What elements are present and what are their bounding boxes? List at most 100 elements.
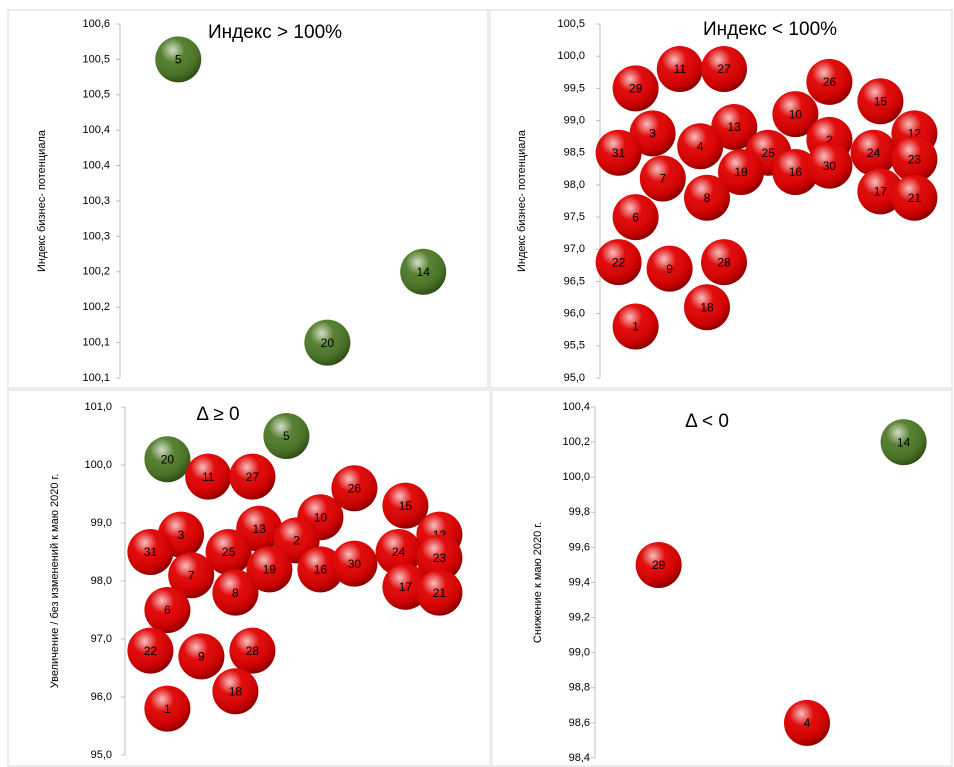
y-tick-label: 100,1 (82, 337, 110, 349)
bubble-label: 16 (314, 563, 328, 577)
bubble-shine (635, 541, 682, 588)
y-tick-label: 100,3 (82, 230, 110, 242)
bubble-shine (416, 569, 463, 616)
y-axis-title: Индекс бизнес- потенциала (36, 129, 48, 272)
bubble-label: 18 (700, 300, 714, 314)
bubble-shine (144, 685, 191, 732)
y-tick-label: 100,5 (82, 53, 110, 65)
bubble-shine (772, 91, 819, 138)
bubble-shine (331, 540, 378, 587)
bubble-label: 2 (293, 534, 300, 548)
bubble-label: 11 (202, 470, 215, 484)
bubble-label: 15 (399, 499, 413, 513)
y-tick-label: 98,4 (569, 752, 590, 764)
bubble-label: 14 (417, 265, 431, 279)
bubble-shine (127, 529, 174, 575)
bubble-label: 4 (697, 139, 704, 153)
y-tick-label: 100,3 (82, 195, 110, 207)
y-tick-label: 101,0 (84, 401, 112, 413)
y-tick-label: 100,2 (562, 436, 590, 448)
bubble-shine (677, 123, 724, 170)
bubble-label: 8 (704, 191, 711, 205)
bubble-shine (331, 465, 378, 512)
bubble-label: 14 (897, 435, 911, 449)
bubble-shine (416, 534, 463, 581)
bubble-shine (880, 419, 927, 466)
y-tick-label: 98,6 (569, 717, 590, 729)
y-tick-label: 99,0 (564, 114, 585, 126)
y-tick-label: 100,4 (82, 124, 110, 136)
bubble-label: 18 (229, 684, 243, 698)
bubble-shine (857, 168, 904, 215)
bubble-label: 7 (188, 568, 195, 582)
bubble-label: 3 (178, 528, 185, 542)
bubble-label: 9 (198, 650, 205, 664)
bubble-label: 11 (674, 62, 687, 76)
bubble-label: 5 (283, 429, 290, 443)
bubble-shine (701, 239, 747, 286)
y-tick-label: 96,5 (564, 275, 585, 287)
bubble-shine (127, 627, 174, 674)
bubble-shine (891, 174, 938, 221)
bubble-label: 28 (246, 644, 260, 658)
panel-border (489, 9, 953, 389)
bubble-label: 26 (348, 481, 362, 495)
bubble-label: 22 (144, 644, 158, 658)
bubble-shine (212, 668, 259, 715)
chart-title: Индекс < 100% (703, 19, 837, 40)
bubble-shine (144, 587, 191, 633)
bubble-label: 21 (908, 191, 922, 205)
bubble-label: 20 (321, 336, 335, 350)
y-tick-label: 99,0 (91, 517, 112, 529)
bubble-shine (612, 65, 659, 112)
y-tick-label: 100,5 (82, 89, 110, 101)
bubble-label: 7 (659, 172, 666, 186)
bubble-label: 26 (823, 75, 837, 89)
bubble-label: 30 (823, 159, 837, 173)
bubble-shine (375, 529, 422, 575)
bubble-shine (178, 633, 225, 680)
bubble-shine (304, 319, 351, 366)
panel-border (7, 389, 491, 767)
bubble-label: 31 (612, 146, 626, 160)
bubble-shine (684, 284, 730, 331)
bubble-shine (229, 627, 276, 674)
bubble-label: 13 (253, 522, 267, 536)
bubble-label: 16 (789, 165, 803, 179)
bubble-label: 27 (246, 470, 260, 484)
bubble-label: 6 (632, 210, 639, 224)
bubble-shine (263, 413, 310, 459)
bubble-label: 13 (728, 120, 742, 134)
y-tick-label: 98,5 (564, 147, 585, 159)
y-tick-label: 98,0 (564, 179, 585, 191)
bubble-label: 25 (222, 545, 236, 559)
y-axis-title: Увеличение / без изменений к маю 2020 г. (49, 474, 61, 689)
bubble-shine (168, 552, 215, 599)
y-tick-label: 95,0 (91, 749, 112, 761)
bubble-label: 31 (144, 545, 158, 559)
bubble-label: 28 (717, 255, 731, 269)
bubble-label: 20 (161, 452, 175, 466)
bubble-label: 24 (392, 545, 406, 559)
bubble-shine (656, 46, 703, 93)
bubble-shine (784, 699, 830, 746)
bubble-shine (850, 129, 897, 176)
y-tick-label: 96,0 (91, 691, 112, 703)
y-tick-label: 100,4 (562, 401, 590, 413)
bubble-shine (646, 245, 693, 292)
y-tick-label: 99,5 (564, 82, 585, 94)
bubble-shine (711, 103, 758, 150)
bubble-label: 19 (263, 563, 277, 577)
bubble-label: 29 (652, 558, 666, 572)
bubble-shine (772, 149, 819, 196)
bubble-label: 27 (717, 62, 731, 76)
y-tick-label: 100,2 (82, 266, 110, 278)
y-tick-label: 98,0 (91, 575, 112, 587)
y-tick-label: 97,0 (91, 633, 112, 645)
bubble-label: 23 (433, 551, 447, 565)
y-tick-label: 95,5 (564, 340, 585, 352)
chart-title: Δ < 0 (685, 411, 729, 432)
bubble-shine (639, 155, 686, 202)
panel-border (7, 9, 489, 389)
bubble-shine (400, 248, 447, 295)
